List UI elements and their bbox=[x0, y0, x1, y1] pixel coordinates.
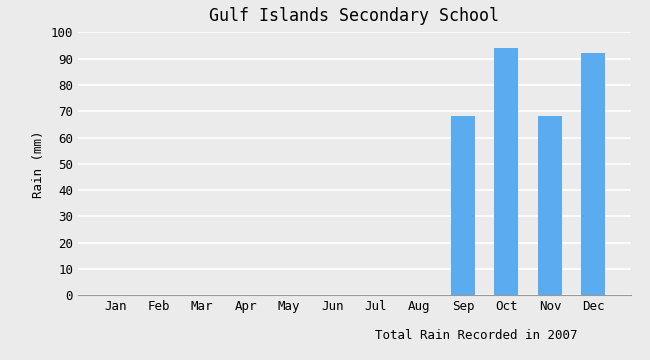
X-axis label: Total Rain Recorded in 2007: Total Rain Recorded in 2007 bbox=[374, 329, 577, 342]
Bar bbox=[495, 48, 519, 295]
Bar bbox=[582, 53, 605, 295]
Y-axis label: Rain (mm): Rain (mm) bbox=[32, 130, 45, 198]
Title: Gulf Islands Secondary School: Gulf Islands Secondary School bbox=[209, 7, 499, 25]
Bar bbox=[538, 117, 562, 295]
Bar bbox=[451, 117, 475, 295]
